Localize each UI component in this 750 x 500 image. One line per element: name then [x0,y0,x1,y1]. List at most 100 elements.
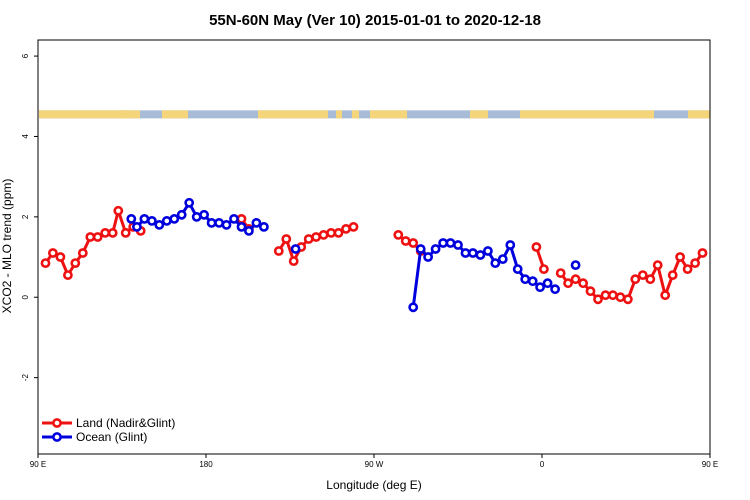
map-strip-land [370,110,407,119]
series-line [44,209,142,277]
data-point [348,221,359,232]
data-point [154,219,165,230]
legend-label: Ocean (Glint) [76,430,147,444]
data-point [667,270,678,280]
data-point [107,227,118,238]
y-tick-label: 0 [21,294,30,299]
data-point [169,213,180,224]
data-point [570,260,581,270]
data-point [531,242,542,252]
data-point [139,213,150,224]
data-point [490,258,501,268]
data-point [445,238,456,248]
data-point [542,278,553,289]
data-point [475,250,486,260]
map-strip-land [336,110,342,119]
data-point [229,213,239,224]
data-point [408,238,419,248]
data-point [281,234,292,244]
data-point [682,264,693,274]
data-point [303,234,314,244]
data-point [423,252,433,262]
x-tick-label: 90 E [30,460,46,469]
data-point [593,294,603,305]
data-point [430,244,441,254]
data-point [555,268,566,278]
data-point [236,213,247,224]
map-strip-land [162,110,188,119]
map-strip-land [352,110,359,119]
data-point [697,248,708,258]
map-strip-land [688,110,710,119]
chart-title: 55N-60N May (Ver 10) 2015-01-01 to 2020-… [209,12,541,29]
x-tick-label: 90 E [702,460,718,469]
data-point [184,197,195,208]
data-point [512,264,523,274]
data-point [258,221,269,232]
data-point [243,225,254,236]
map-strip-land [39,110,127,119]
data-point [630,274,641,285]
data-point [126,213,137,224]
y-tick-label: 2 [21,214,30,219]
data-point [161,215,172,226]
data-point [623,294,633,305]
data-point [539,264,549,274]
data-point [341,223,351,234]
data-point [288,256,299,266]
data-point [131,221,142,232]
data-point [206,217,217,228]
data-point [497,254,508,264]
data-point [550,284,560,295]
data-point [578,278,588,289]
map-strip-land [470,110,488,119]
map-strip [39,110,710,119]
data-point [400,236,411,246]
data-point [535,282,545,293]
data-point [333,227,344,238]
data-point [415,244,426,254]
data-point [77,248,88,258]
legend-marker [52,432,62,442]
data-point [563,278,573,289]
data-point [408,302,419,313]
data-point [505,240,516,250]
data-point [100,227,111,238]
data-point [221,219,232,230]
map-strip-land [120,110,140,119]
data-point [645,274,656,285]
data-point [570,274,581,285]
data-point [113,205,124,216]
data-point [273,246,284,256]
data-point [652,260,663,270]
x-axis-label: Longitude (deg E) [326,478,421,492]
data-point [40,258,51,268]
series-land [40,205,708,305]
data-point [318,229,329,240]
data-point [290,244,301,254]
data-point [520,274,531,285]
data-point [70,258,81,268]
x-tick-label: 0 [540,460,545,469]
data-point [146,215,157,226]
data-point [615,292,626,303]
data-point [48,248,58,258]
data-point [585,286,596,297]
x-tick-label: 90 W [365,460,384,469]
data-point [92,232,103,242]
data-point [482,246,493,256]
y-tick-label: -2 [21,374,30,382]
series-ocean [126,197,581,313]
data-point [214,217,224,228]
data-point [236,221,247,232]
data-point [120,227,131,238]
legend: Land (Nadir&Glint)Ocean (Glint) [42,416,175,444]
data-point [199,209,209,220]
series-layer [40,197,708,313]
data-point [176,209,187,220]
data-point [251,217,262,228]
data-point [660,290,671,301]
x-tick-label: 180 [199,460,213,469]
data-point [527,276,538,287]
